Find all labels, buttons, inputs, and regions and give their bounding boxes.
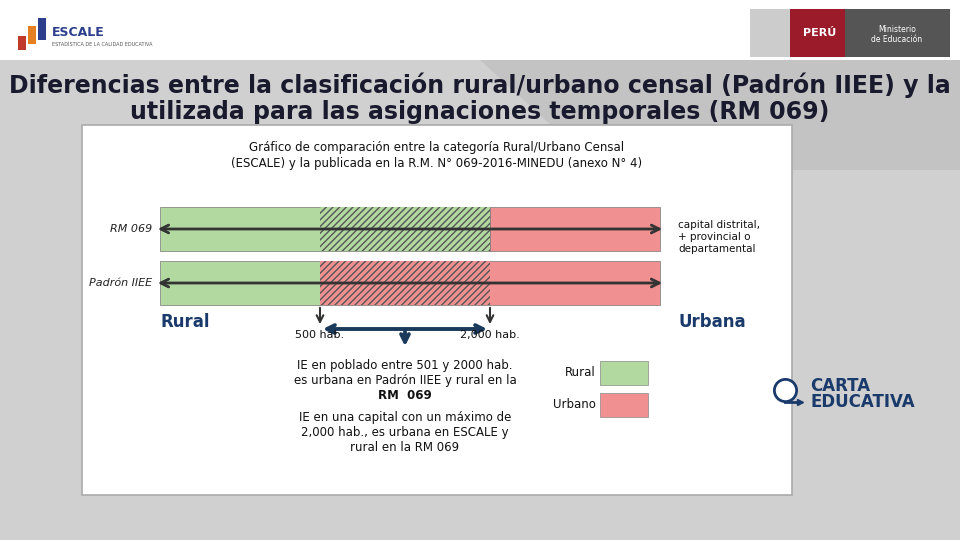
Text: ESTADÍSTICA DE LA CALIDAD EDUCATIVA: ESTADÍSTICA DE LA CALIDAD EDUCATIVA (52, 43, 153, 48)
Text: IE en una capital con un máximo de: IE en una capital con un máximo de (299, 411, 511, 424)
Bar (490, 207, 660, 251)
Text: Diferencias entre la clasificación rural/urbano censal (Padrón IIEE) y la: Diferencias entre la clasificación rural… (10, 72, 950, 98)
Text: Urbano: Urbano (553, 399, 596, 411)
Bar (320, 261, 660, 305)
Text: utilizada para las asignaciones temporales (RM 069): utilizada para las asignaciones temporal… (131, 100, 829, 124)
Text: CARTA: CARTA (810, 377, 870, 395)
Text: rural en la RM 069: rural en la RM 069 (350, 441, 460, 454)
Bar (0, 0, 960, 60)
Text: RM  069: RM 069 (378, 389, 432, 402)
Text: Padrón IIEE: Padrón IIEE (89, 278, 152, 288)
FancyBboxPatch shape (82, 125, 792, 495)
Text: Gráfico de comparación entre la categoría Rural/Urbano Censal: Gráfico de comparación entre la categorí… (250, 140, 625, 153)
Text: 2,000 hab.: 2,000 hab. (460, 330, 520, 340)
Text: capital distrital,
+ provincial o
departamental: capital distrital, + provincial o depart… (678, 220, 760, 254)
Text: Urbana: Urbana (678, 313, 746, 331)
Bar (18, 36, 26, 50)
Text: Rural: Rural (565, 367, 596, 380)
Text: de Educación: de Educación (872, 36, 923, 44)
Bar (160, 207, 490, 251)
Text: Ministerio: Ministerio (878, 25, 916, 35)
Text: EDUCATIVA: EDUCATIVA (810, 393, 915, 411)
Text: RM 069: RM 069 (109, 224, 152, 234)
Text: Rural: Rural (160, 313, 209, 331)
Bar (38, 18, 46, 40)
Bar (320, 261, 490, 305)
Bar (600, 393, 648, 417)
Text: es urbana en Padrón IIEE y rural en la: es urbana en Padrón IIEE y rural en la (294, 374, 516, 387)
Bar (790, 9, 845, 57)
Text: ESCALE: ESCALE (52, 25, 105, 38)
Text: (ESCALE) y la publicada en la R.M. N° 069-2016-MINEDU (anexo N° 4): (ESCALE) y la publicada en la R.M. N° 06… (231, 157, 642, 170)
Bar (845, 9, 950, 57)
Text: 2,000 hab., es urbana en ESCALE y: 2,000 hab., es urbana en ESCALE y (301, 426, 509, 439)
Text: 500 hab.: 500 hab. (296, 330, 345, 340)
Bar (600, 361, 648, 385)
Bar (160, 261, 320, 305)
Bar (28, 26, 36, 44)
Bar (320, 207, 490, 251)
Text: IE en poblado entre 501 y 2000 hab.: IE en poblado entre 501 y 2000 hab. (298, 359, 513, 372)
Text: PERÚ: PERÚ (804, 28, 836, 38)
Polygon shape (480, 60, 960, 170)
Bar (750, 9, 950, 57)
